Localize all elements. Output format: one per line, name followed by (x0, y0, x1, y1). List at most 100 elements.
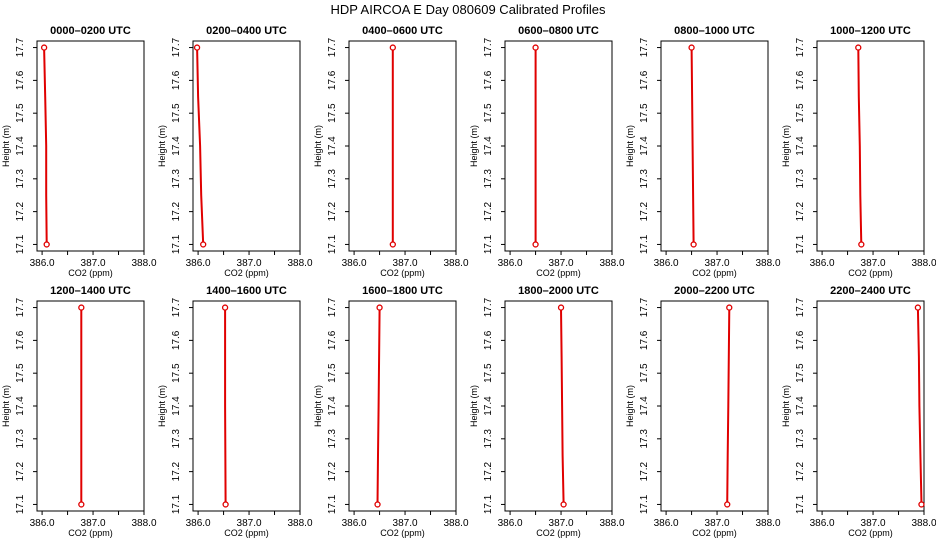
profile-panel: 1400–1600 UTC 386.0 387.0 388.0 17.1 17.2 17.3… (157, 285, 313, 538)
plot-frame (192, 300, 301, 512)
plot-frame (504, 300, 613, 512)
y-tick-label: 17.4 (795, 396, 806, 416)
x-tick-label: 387.0 (237, 258, 262, 269)
x-tick-label: 386.0 (30, 258, 55, 269)
y-tick-label: 17.2 (15, 461, 26, 481)
sample-point-marker (193, 44, 201, 51)
x-tick-label: 388.0 (287, 518, 312, 529)
y-tick-label: 17.1 (795, 494, 806, 514)
y-tick-label: 17.5 (171, 363, 182, 383)
panel-title: 2000–2200 UTC (674, 285, 755, 297)
y-tick-label: 17.4 (483, 136, 494, 156)
y-tick-label: 17.1 (327, 494, 338, 514)
y-tick-label: 17.1 (483, 494, 494, 514)
x-tick-label: 388.0 (131, 258, 156, 269)
y-tick-label: 17.5 (327, 103, 338, 123)
x-tick-label: 386.0 (186, 518, 211, 529)
plot-frame (660, 300, 769, 512)
x-tick-label: 386.0 (498, 518, 523, 529)
x-axis-label: CO2 (ppm) (380, 268, 425, 278)
profile-panel: 1800–2000 UTC 386.0 387.0 388.0 17.1 17.2 17.3… (469, 285, 625, 538)
sample-point-marker (200, 241, 207, 248)
plot-frame (348, 300, 457, 512)
sample-point-marker (374, 501, 381, 508)
co2-profile-line (916, 307, 923, 505)
y-tick-label: 17.4 (327, 136, 338, 156)
y-tick-label: 17.4 (795, 136, 806, 156)
co2-profile-line (224, 307, 227, 505)
figure-title: HDP AIRCOA E Day 080609 Calibrated Profi… (330, 2, 606, 17)
y-tick-label: 17.5 (483, 363, 494, 383)
x-tick-label: 388.0 (599, 518, 624, 529)
sample-point-marker (40, 44, 48, 51)
y-axis-label: Height (m) (625, 125, 635, 167)
y-tick-label: 17.4 (171, 396, 182, 416)
y-tick-label: 17.1 (795, 234, 806, 254)
panel-title: 0600–0800 UTC (518, 25, 599, 37)
profile-panel: 0200–0400 UTC 386.0 387.0 388.0 17.1 17.2 17.3… (157, 25, 313, 278)
panel-title: 1800–2000 UTC (518, 285, 599, 297)
y-tick-label: 17.7 (327, 297, 338, 317)
plot-frame (348, 40, 457, 252)
y-axis-label: Height (m) (313, 125, 323, 167)
x-axis-label: CO2 (ppm) (536, 268, 581, 278)
y-tick-label: 17.2 (795, 461, 806, 481)
x-axis-label: CO2 (ppm) (692, 268, 737, 278)
profile-panel: 1200–1400 UTC 386.0 387.0 388.0 17.1 17.2 17.3… (1, 285, 157, 538)
x-tick-label: 388.0 (131, 518, 156, 529)
sample-point-marker (221, 304, 229, 311)
co2-profile-line (43, 47, 48, 245)
plot-frame (816, 300, 925, 512)
sample-point-marker (560, 501, 567, 508)
plot-frame (816, 40, 925, 252)
x-tick-label: 387.0 (237, 518, 262, 529)
panels-grid: 0000–0200 UTC 386.0 387.0 388.0 17.1 17.2 17.3… (1, 25, 936, 538)
panel-title: 0400–0600 UTC (362, 25, 443, 37)
co2-profile-line (690, 47, 695, 245)
x-tick-label: 387.0 (549, 518, 574, 529)
plot-frame (660, 40, 769, 252)
y-tick-label: 17.6 (15, 330, 26, 350)
y-tick-label: 17.3 (171, 169, 182, 189)
y-tick-label: 17.2 (639, 201, 650, 221)
profile-panel: 1000–1200 UTC 386.0 387.0 388.0 17.1 17.2 17.3… (781, 25, 936, 278)
y-tick-label: 17.3 (327, 169, 338, 189)
panel-title: 1600–1800 UTC (362, 285, 443, 297)
x-tick-label: 388.0 (755, 518, 780, 529)
y-tick-label: 17.7 (483, 37, 494, 57)
y-axis-label: Height (m) (313, 385, 323, 427)
x-tick-label: 387.0 (861, 518, 886, 529)
sample-point-marker (855, 44, 862, 51)
y-tick-label: 17.2 (483, 461, 494, 481)
co2-profile-line (376, 307, 381, 505)
x-tick-label: 387.0 (705, 518, 730, 529)
x-axis-label: CO2 (ppm) (848, 528, 893, 538)
y-tick-label: 17.5 (171, 103, 182, 123)
panel-title: 2200–2400 UTC (830, 285, 911, 297)
x-tick-label: 386.0 (810, 258, 835, 269)
y-tick-label: 17.1 (327, 234, 338, 254)
y-tick-label: 17.4 (639, 136, 650, 156)
y-tick-label: 17.6 (171, 330, 182, 350)
co2-profile-line (726, 307, 731, 505)
y-tick-label: 17.6 (15, 70, 26, 90)
y-axis-label: Height (m) (469, 125, 479, 167)
y-tick-label: 17.1 (15, 494, 26, 514)
co2-profile-line (196, 47, 205, 245)
y-tick-label: 17.4 (639, 396, 650, 416)
y-tick-label: 17.3 (639, 169, 650, 189)
sample-point-marker (532, 241, 539, 248)
y-tick-label: 17.7 (795, 297, 806, 317)
y-tick-label: 17.5 (15, 103, 26, 123)
sample-point-marker (858, 241, 865, 248)
x-tick-label: 387.0 (705, 258, 730, 269)
y-tick-label: 17.6 (171, 70, 182, 90)
y-tick-label: 17.3 (483, 169, 494, 189)
panel-title: 1400–1600 UTC (206, 285, 287, 297)
x-axis-label: CO2 (ppm) (224, 528, 269, 538)
y-tick-label: 17.5 (483, 103, 494, 123)
x-tick-label: 386.0 (342, 258, 367, 269)
y-tick-label: 17.4 (483, 396, 494, 416)
